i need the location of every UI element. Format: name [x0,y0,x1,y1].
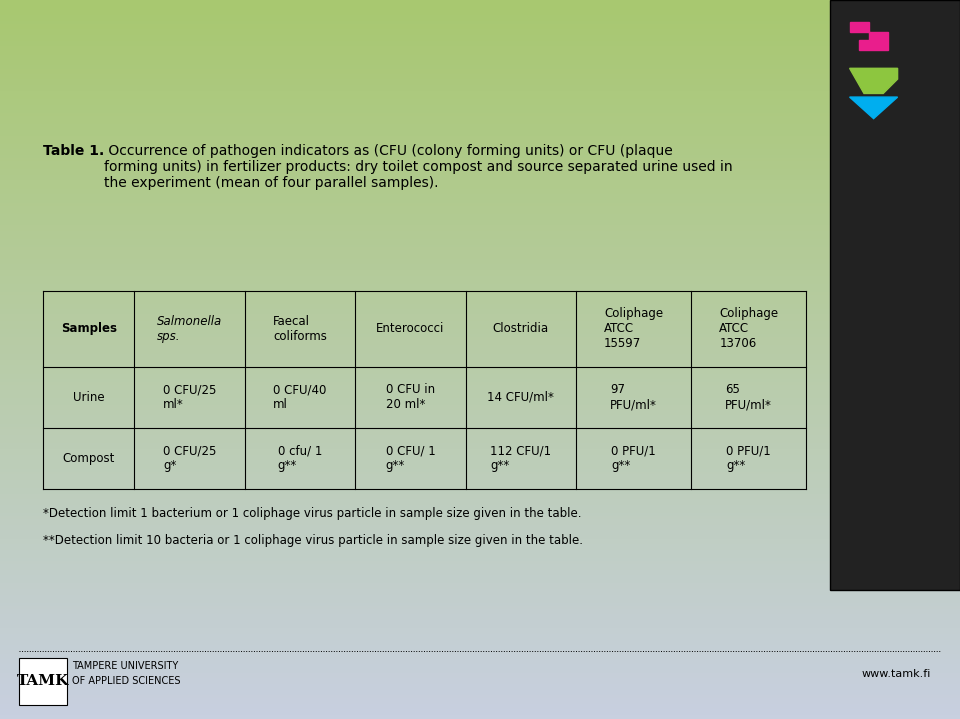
Polygon shape [850,68,898,93]
Text: 97
PFU/ml*: 97 PFU/ml* [611,383,657,411]
Text: Faecal
coliforms: Faecal coliforms [273,315,327,343]
Text: Urine: Urine [73,390,105,404]
Text: 0 PFU/1
g**: 0 PFU/1 g** [612,444,656,472]
FancyBboxPatch shape [19,658,67,705]
Text: 0 CFU in
20 ml*: 0 CFU in 20 ml* [386,383,435,411]
Text: Occurrence of pathogen indicators as (CFU (colony forming units) or CFU (plaque
: Occurrence of pathogen indicators as (CF… [104,144,732,191]
Text: TAMPERE UNIVERSITY: TAMPERE UNIVERSITY [72,661,179,672]
Text: Enterococci: Enterococci [376,322,444,336]
Text: 0 CFU/40
ml: 0 CFU/40 ml [274,383,326,411]
Text: www.tamk.fi: www.tamk.fi [862,669,931,679]
Text: Coliphage
ATCC
15597: Coliphage ATCC 15597 [604,308,663,350]
Text: Samples: Samples [60,322,117,336]
Polygon shape [850,97,898,119]
Text: *Detection limit 1 bacterium or 1 coliphage virus particle in sample size given : *Detection limit 1 bacterium or 1 coliph… [43,507,582,520]
Text: 14 CFU/ml*: 14 CFU/ml* [488,390,554,404]
Text: 0 CFU/25
g*: 0 CFU/25 g* [163,444,216,472]
Text: Table 1.: Table 1. [43,144,105,157]
Text: Coliphage
ATCC
13706: Coliphage ATCC 13706 [719,308,779,350]
Text: Compost: Compost [62,452,115,465]
Text: TAMK: TAMK [17,674,69,688]
FancyBboxPatch shape [830,0,960,590]
Text: 65
PFU/ml*: 65 PFU/ml* [726,383,772,411]
Text: 0 cfu/ 1
g**: 0 cfu/ 1 g** [277,444,323,472]
Text: 0 CFU/25
ml*: 0 CFU/25 ml* [163,383,216,411]
Text: **Detection limit 10 bacteria or 1 coliphage virus particle in sample size given: **Detection limit 10 bacteria or 1 colip… [43,534,584,547]
Text: 0 CFU/ 1
g**: 0 CFU/ 1 g** [386,444,435,472]
Text: Clostridia: Clostridia [492,322,549,336]
Text: Salmonella
sps.: Salmonella sps. [157,315,222,343]
Polygon shape [850,22,888,50]
Text: 0 PFU/1
g**: 0 PFU/1 g** [727,444,771,472]
Text: 112 CFU/1
g**: 112 CFU/1 g** [491,444,551,472]
Text: OF APPLIED SCIENCES: OF APPLIED SCIENCES [72,676,180,686]
